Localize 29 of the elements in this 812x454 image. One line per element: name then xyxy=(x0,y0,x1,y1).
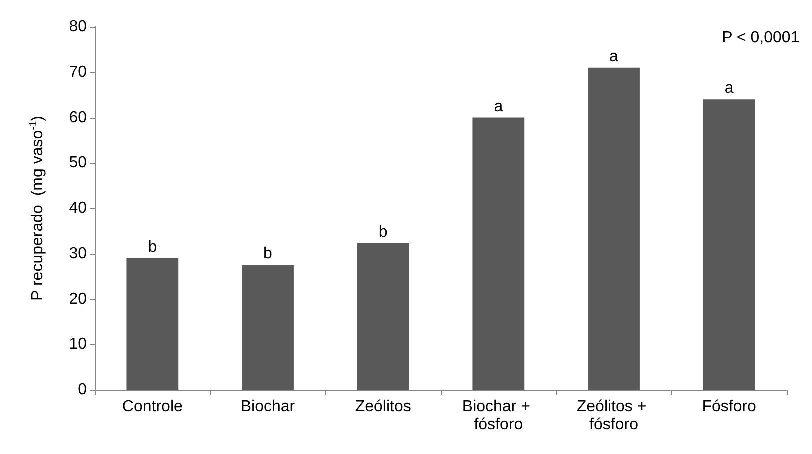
bar xyxy=(357,243,410,390)
y-tick-label: 70 xyxy=(69,64,88,81)
y-tick-label: 60 xyxy=(69,109,88,126)
annotation: P < 0,0001 xyxy=(722,30,800,46)
x-tick-label: Biochar + fósforo xyxy=(462,398,535,434)
bar xyxy=(588,68,640,390)
y-tick-label: 40 xyxy=(69,200,88,217)
bar xyxy=(126,258,179,390)
annotation: a xyxy=(610,48,619,66)
annotation: a xyxy=(494,98,504,116)
y-axis-title: P recuperado (mg vaso-1) xyxy=(28,116,46,301)
bar xyxy=(703,100,756,390)
y-tick-label: 0 xyxy=(78,382,88,398)
x-tick-label: Fósforo xyxy=(702,398,757,416)
annotation: b xyxy=(148,238,158,256)
bar xyxy=(242,265,294,390)
x-tick-label: Zeólitos + fósforo xyxy=(576,398,652,434)
annotation: a xyxy=(724,80,734,98)
x-tick-label: Controle xyxy=(122,398,184,416)
y-tick-label: 10 xyxy=(69,336,88,354)
x-tick-label: Zeólitos xyxy=(355,398,412,416)
annotation: b xyxy=(264,246,273,263)
annotation: b xyxy=(378,224,388,241)
y-tick-label: 20 xyxy=(69,290,88,308)
x-tick-label: Biochar xyxy=(240,398,296,416)
bar xyxy=(472,118,525,390)
y-tick-label: 80 xyxy=(69,18,88,36)
y-tick-label: 50 xyxy=(69,154,88,172)
y-tick-label: 30 xyxy=(69,245,88,262)
